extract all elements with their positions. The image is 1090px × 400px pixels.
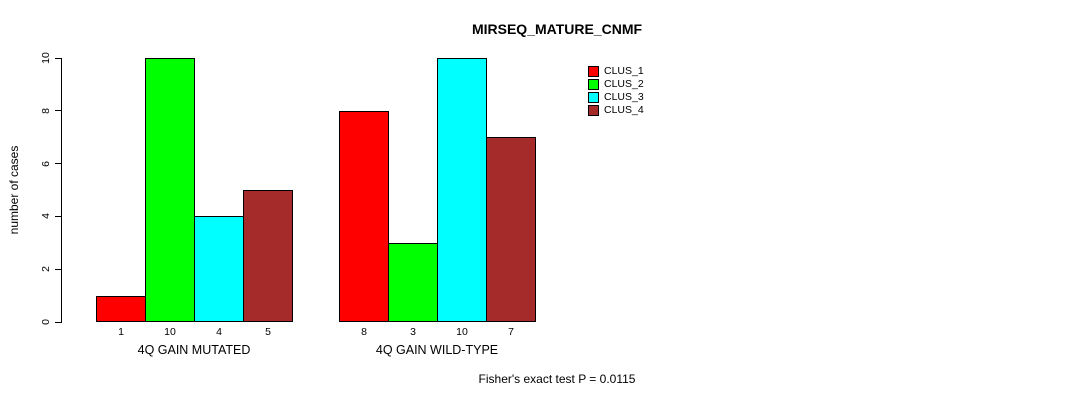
legend-label: CLUS_1: [604, 65, 644, 77]
y-tick-label: 0: [40, 319, 52, 325]
bar-value-label: 10: [456, 326, 468, 338]
bar-clus_4-group2: [486, 137, 536, 322]
bar-clus_3-group2: [437, 58, 487, 322]
bar-value-label: 8: [361, 326, 367, 338]
legend-label: CLUS_4: [604, 104, 644, 116]
y-tick-label: 4: [40, 213, 52, 220]
y-tick-label: 8: [40, 107, 52, 114]
y-axis-line: [61, 58, 62, 323]
y-axis-label: number of cases: [7, 145, 21, 235]
bar-clus_1-group2: [339, 111, 389, 322]
footer-annotation: Fisher's exact test P = 0.0115: [478, 372, 636, 386]
legend-entry: CLUS_3: [588, 91, 644, 104]
legend-swatch-clus_2: [588, 79, 599, 90]
y-tick-label: 2: [40, 266, 52, 273]
y-tick-label: 6: [40, 160, 52, 167]
legend-entry: CLUS_2: [588, 78, 644, 91]
bar-value-label: 1: [118, 326, 124, 338]
bar-value-label: 3: [410, 326, 416, 338]
bar-clus_3-group1: [194, 216, 244, 322]
group-label: 4Q GAIN MUTATED: [137, 343, 251, 357]
y-tick: [55, 163, 61, 165]
y-tick: [55, 215, 61, 217]
y-tick: [55, 268, 61, 270]
bar-value-label: 4: [216, 326, 222, 338]
legend-swatch-clus_1: [588, 66, 599, 77]
bar-value-label: 5: [265, 326, 271, 338]
y-tick-label: 10: [40, 52, 52, 64]
y-tick: [55, 110, 61, 112]
legend: CLUS_1 CLUS_2 CLUS_3 CLUS_4: [588, 65, 644, 117]
bar-clus_2-group1: [145, 58, 195, 322]
legend-label: CLUS_3: [604, 91, 644, 103]
y-tick: [55, 57, 61, 59]
legend-swatch-clus_4: [588, 105, 599, 116]
bar-value-label: 7: [508, 326, 514, 338]
bar-clus_4-group1: [243, 190, 293, 322]
legend-label: CLUS_2: [604, 78, 644, 90]
legend-entry: CLUS_4: [588, 104, 644, 117]
chart-title: MIRSEQ_MATURE_CNMF: [471, 21, 643, 37]
group-label: 4Q GAIN WILD-TYPE: [375, 343, 499, 357]
y-tick: [55, 321, 61, 323]
legend-entry: CLUS_1: [588, 65, 644, 78]
bar-value-label: 10: [164, 326, 176, 338]
bar-clus_1-group1: [96, 296, 146, 322]
legend-swatch-clus_3: [588, 92, 599, 103]
bar-clus_2-group2: [388, 243, 438, 322]
